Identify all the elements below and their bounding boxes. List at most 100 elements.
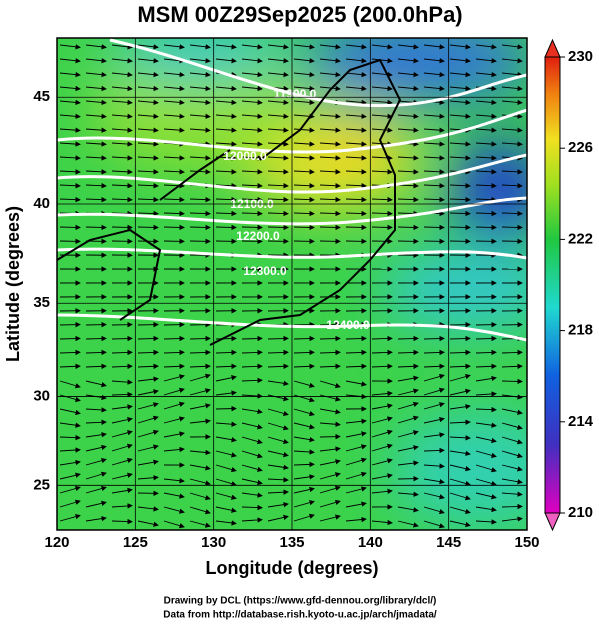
streamline xyxy=(501,127,523,133)
streamline xyxy=(319,408,341,415)
streamline xyxy=(293,224,315,231)
streamline xyxy=(85,113,107,119)
streamline xyxy=(345,516,367,523)
streamline xyxy=(163,520,185,529)
streamline xyxy=(449,373,471,382)
streamline xyxy=(319,349,341,356)
streamline xyxy=(189,478,211,486)
streamline xyxy=(423,224,445,231)
streamline xyxy=(449,71,471,78)
streamline xyxy=(215,506,237,513)
streamline xyxy=(163,155,185,161)
streamline xyxy=(267,363,289,370)
y-tick-label: 45 xyxy=(33,88,50,105)
streamline xyxy=(59,85,81,92)
streamline xyxy=(371,113,393,119)
streamline xyxy=(163,387,185,396)
streamline xyxy=(241,224,263,231)
colorbar-label: 210 xyxy=(568,504,593,521)
streamline xyxy=(293,335,315,342)
streamline xyxy=(501,44,523,50)
streamline xyxy=(215,436,237,443)
streamline xyxy=(293,513,315,522)
frame xyxy=(56,37,528,531)
streamline xyxy=(319,380,341,389)
streamline xyxy=(423,520,445,529)
streamline xyxy=(241,377,263,384)
streamline xyxy=(319,85,341,92)
streamline xyxy=(241,492,263,498)
streamline xyxy=(475,71,497,78)
streamline xyxy=(59,44,81,50)
streamline xyxy=(163,169,185,175)
streamline xyxy=(137,506,159,512)
streamline xyxy=(475,436,497,444)
streamline xyxy=(345,210,367,217)
streamline xyxy=(59,422,81,428)
y-tick-label: 25 xyxy=(33,476,50,493)
streamline xyxy=(215,127,237,133)
streamline xyxy=(293,44,315,50)
streamline xyxy=(189,403,211,410)
streamline xyxy=(345,380,367,387)
streamline xyxy=(85,485,107,494)
contour-label: 12000.0 xyxy=(223,149,267,163)
streamline xyxy=(293,141,315,147)
streamline xyxy=(371,363,393,370)
x-tick-label: 130 xyxy=(201,534,226,551)
streamline xyxy=(163,44,185,50)
streamline xyxy=(85,432,107,438)
streamline xyxy=(163,85,185,92)
colorbar-label: 218 xyxy=(568,322,593,339)
streamline xyxy=(267,450,289,458)
streamline xyxy=(501,71,523,78)
streamline xyxy=(501,464,523,472)
streamline xyxy=(189,196,211,203)
streamline xyxy=(397,491,419,497)
streamline xyxy=(163,349,185,356)
grid xyxy=(56,38,528,530)
streamline xyxy=(137,113,159,119)
streamline xyxy=(241,517,263,523)
streamline xyxy=(59,394,81,402)
streamline xyxy=(189,113,211,119)
streamline xyxy=(215,363,237,370)
streamline xyxy=(371,458,393,466)
streamline xyxy=(241,44,263,50)
streamline xyxy=(137,196,159,203)
streamline xyxy=(59,71,81,78)
streamline xyxy=(475,464,497,473)
streamline xyxy=(189,85,211,92)
streamline xyxy=(111,224,133,231)
streamline xyxy=(293,85,315,92)
streamline xyxy=(371,71,393,78)
streamline xyxy=(371,429,393,438)
streamline xyxy=(189,418,211,424)
streamline xyxy=(449,113,471,119)
streamline xyxy=(267,349,289,356)
streamline xyxy=(163,477,185,484)
streamline xyxy=(163,374,185,382)
streamline xyxy=(59,514,81,522)
streamline xyxy=(241,71,263,78)
credit: Drawing by DCL (https://www.gfd-dennou.o… xyxy=(164,596,437,607)
streamline xyxy=(449,435,471,441)
streamline xyxy=(111,518,133,525)
streamline xyxy=(397,58,419,64)
streamline xyxy=(137,141,159,147)
streamline xyxy=(475,450,497,458)
streamline xyxy=(371,224,393,231)
streamline xyxy=(241,464,263,472)
streamline xyxy=(111,44,133,50)
streamline xyxy=(241,335,263,342)
streamline xyxy=(449,464,471,472)
streamline xyxy=(319,183,341,189)
streamline xyxy=(241,58,263,64)
streamline xyxy=(397,113,419,119)
streamline xyxy=(449,224,471,231)
colorbar-label: 226 xyxy=(568,139,593,156)
contour xyxy=(109,38,527,108)
streamline xyxy=(293,500,315,508)
streamline xyxy=(267,436,289,445)
colorbar-label: 214 xyxy=(568,413,594,430)
